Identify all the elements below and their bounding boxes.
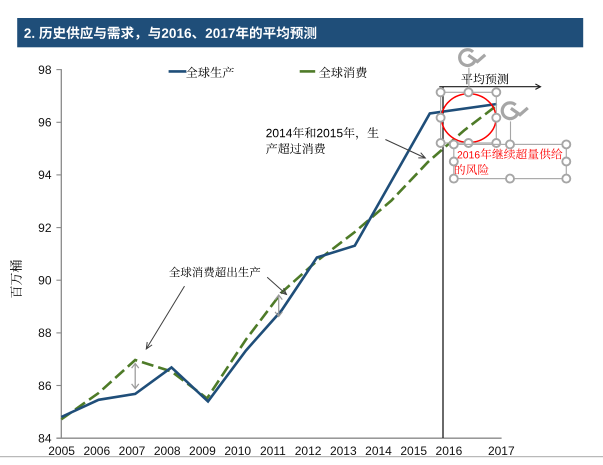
svg-text:2017: 2017 [488,444,515,458]
svg-text:2014: 2014 [365,444,392,458]
svg-text:92: 92 [38,221,52,235]
svg-text:90: 90 [38,274,52,288]
svg-text:2016: 2016 [436,444,463,458]
svg-text:2007: 2007 [119,444,146,458]
svg-text:2010: 2010 [224,444,251,458]
svg-text:84: 84 [38,432,52,446]
svg-text:2008: 2008 [154,444,181,458]
svg-text:2015: 2015 [400,444,427,458]
svg-text:94: 94 [38,168,52,182]
svg-text:2005: 2005 [48,444,75,458]
svg-text:88: 88 [38,326,52,340]
svg-text:96: 96 [38,116,52,130]
svg-text:86: 86 [38,379,52,393]
svg-text:2006: 2006 [83,444,110,458]
svg-text:2009: 2009 [189,444,216,458]
svg-text:2011: 2011 [260,444,286,458]
svg-text:98: 98 [38,63,52,77]
svg-text:2012: 2012 [295,444,322,458]
svg-text:2013: 2013 [330,444,357,458]
